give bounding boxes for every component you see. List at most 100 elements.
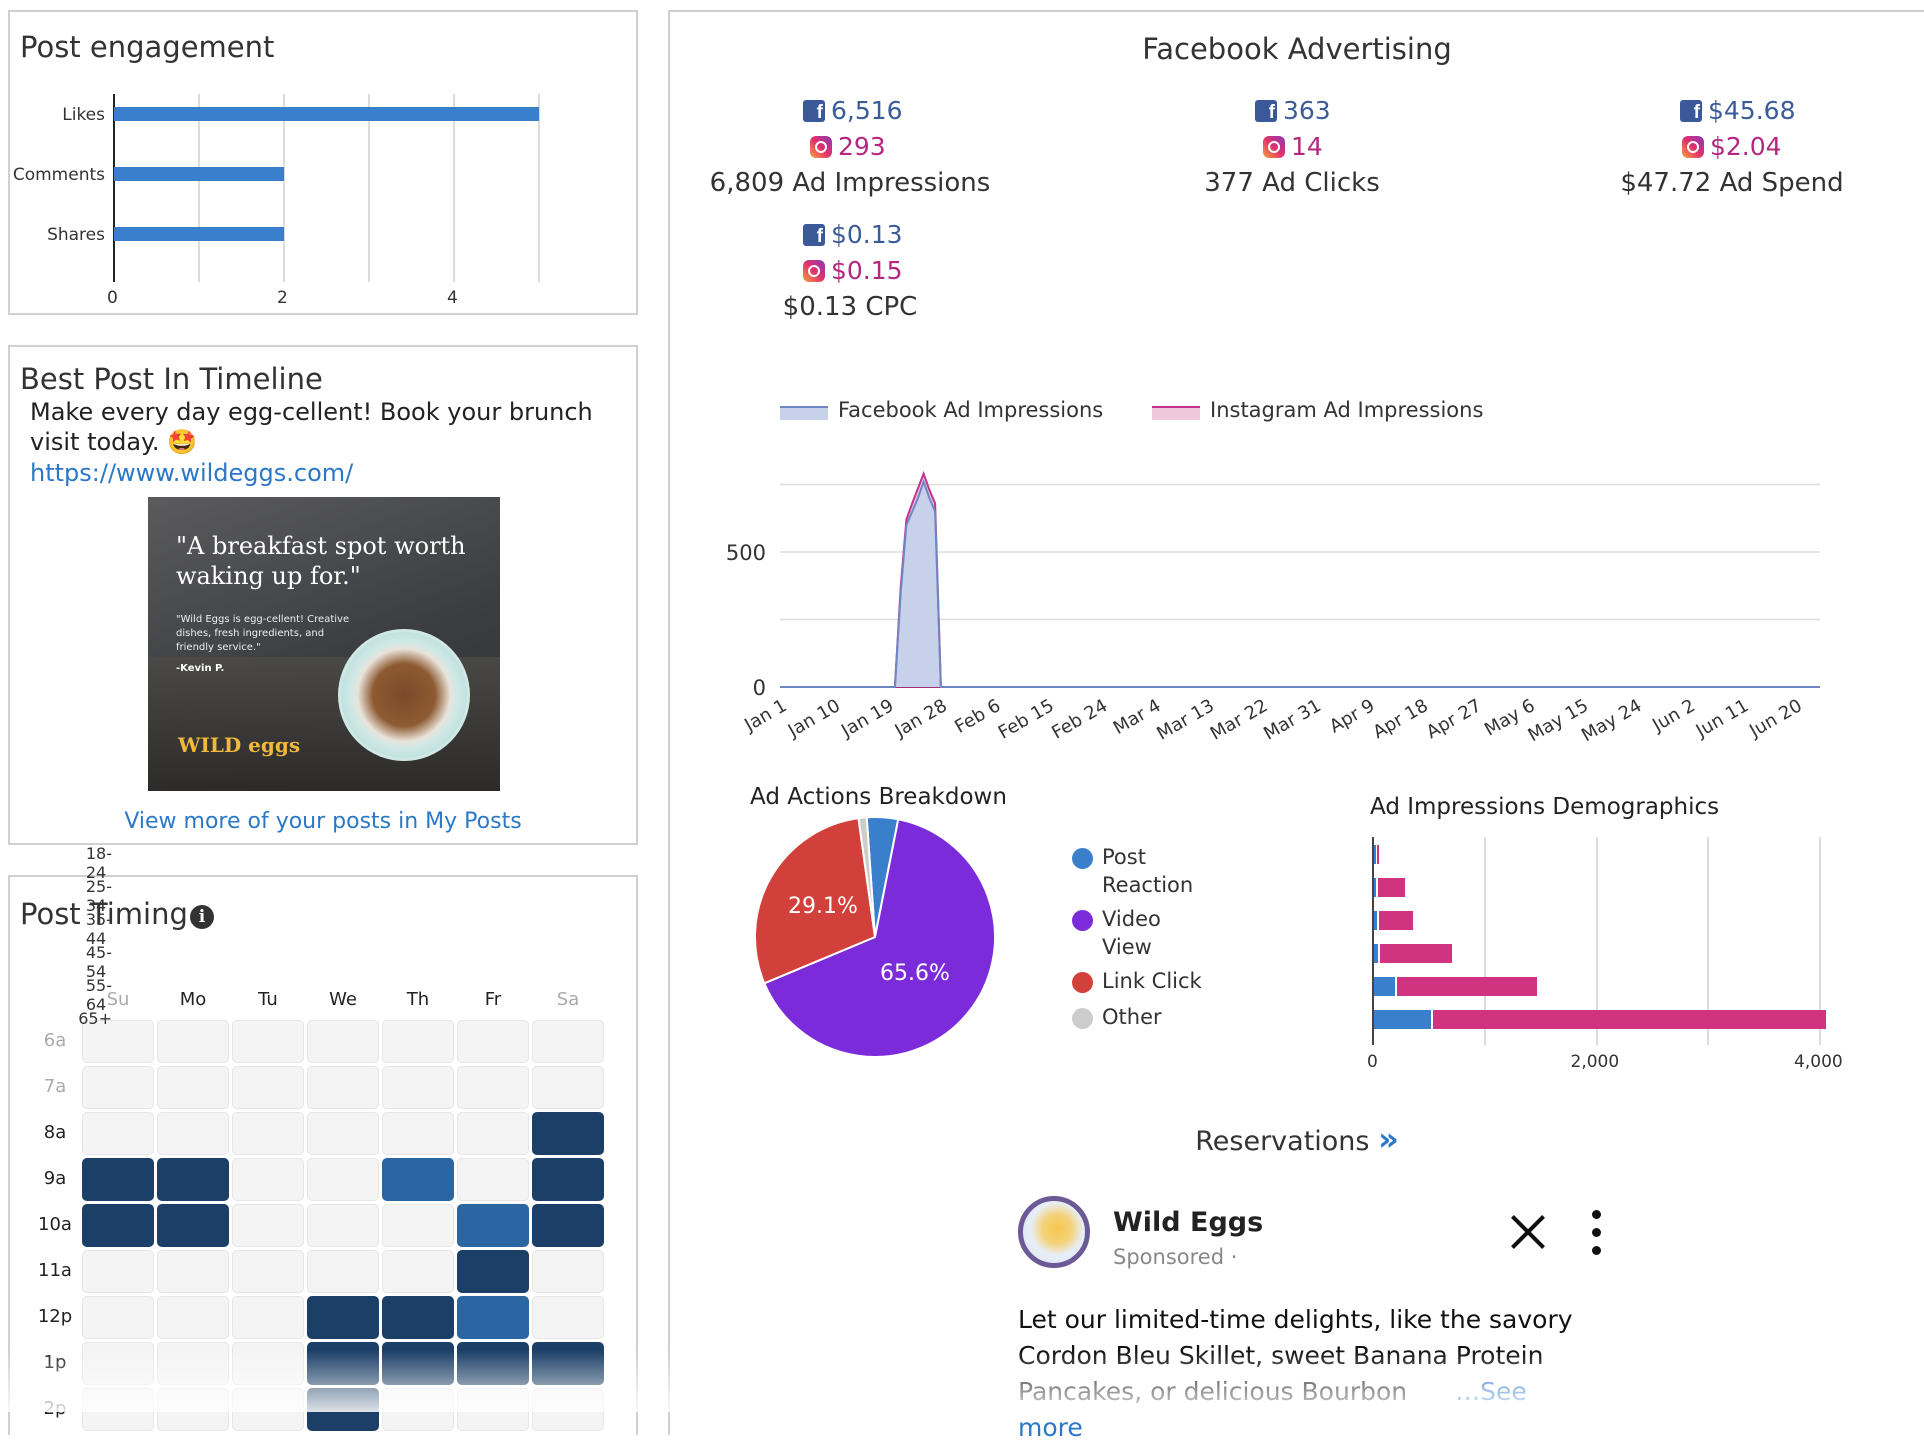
more-options-icon[interactable] (1590, 1210, 1602, 1256)
gridline (453, 94, 455, 282)
reservations-link[interactable]: Reservations » (670, 1120, 1924, 1158)
bar-shares (114, 227, 284, 241)
legend-label-facebook: Facebook Ad Impressions (838, 398, 1104, 422)
bar-label: Comments (12, 165, 105, 185)
hour-label: 8a (43, 1122, 67, 1143)
heatmap-cell (457, 1020, 529, 1063)
heatmap-cell (157, 1250, 229, 1293)
x-tick-label: 4 (447, 288, 458, 308)
facebook-icon: f (803, 99, 825, 123)
best-post-image[interactable]: "A breakfast spot worth waking up for." … (148, 497, 500, 791)
x-tick-label: Mar 31 (1260, 695, 1325, 744)
heatmap-cell (82, 1020, 154, 1063)
pie-data-label: 65.6% (880, 961, 950, 986)
more-options-dot (1592, 1246, 1601, 1255)
y-axis-line (113, 94, 115, 282)
heatmap-cell (157, 1204, 229, 1247)
x-tick-label: Apr 18 (1369, 695, 1431, 743)
heatmap-cell (532, 1158, 604, 1201)
hour-label: 11a (38, 1260, 72, 1281)
chevron-right-double-icon: » (1378, 1120, 1399, 1158)
legend-swatch-instagram (1152, 406, 1200, 420)
instagram-icon (810, 135, 832, 158)
demo-bar-segment (1378, 911, 1414, 930)
legend-label: Link Click (1102, 969, 1202, 993)
heatmap-cell (382, 1250, 454, 1293)
heatmap-cell (82, 1250, 154, 1293)
hour-label: 1p (43, 1352, 67, 1373)
heatmap-cell (82, 1158, 154, 1201)
facebook-advertising-panel: Facebook Advertising f 6,516 293 6,809 Ad… (78, 10, 1924, 1442)
demo-bar-segment (1380, 944, 1452, 963)
gridline (1595, 837, 1598, 1045)
metric-spend-total: $47.72 Ad Spend (1620, 168, 1844, 198)
bar-comments (114, 167, 284, 181)
best-post-link[interactable]: https://www.wildeggs.com/ (30, 459, 354, 487)
page-name[interactable]: Wild Eggs (1113, 1207, 1264, 1238)
facebook-advertising-title: Facebook Advertising (1142, 32, 1452, 66)
demo-age-label: 35-44 (85, 910, 112, 948)
metric-impressions-instagram: 293 (810, 132, 886, 161)
day-label: We (329, 989, 357, 1010)
gridline (198, 94, 200, 282)
best-post-title: Best Post In Timeline (20, 362, 323, 396)
x-tick-label: Jun 2 (1648, 695, 1699, 736)
best-post-text: Make every day egg-cellent! Book your br… (30, 398, 593, 456)
heatmap-cell (532, 1112, 604, 1155)
y-axis-line (1372, 837, 1374, 1045)
heatmap-cell (382, 1158, 454, 1201)
day-label: Sa (556, 989, 580, 1010)
heatmap-cell (157, 1296, 229, 1339)
x-tick-label: Apr 27 (1423, 695, 1485, 743)
legend-label-instagram: Instagram Ad Impressions (1210, 398, 1484, 422)
x-tick-label: Feb 15 (995, 695, 1058, 743)
bar-label: Shares (47, 225, 105, 245)
facebook-icon: f (1680, 99, 1702, 123)
metric-impressions-facebook: f 6,516 (803, 96, 903, 125)
heatmap-cell (157, 1342, 229, 1385)
y-tick-label: 500 (726, 541, 766, 565)
gridline (368, 94, 370, 282)
reservations-label: Reservations (1195, 1126, 1370, 1157)
heatmap-cell (307, 1158, 379, 1201)
demo-age-label: 45-54 (85, 943, 112, 981)
heatmap-cell (457, 1296, 529, 1339)
legend-label: Other (1102, 1005, 1162, 1029)
view-more-posts-link[interactable]: View more of your posts in My Posts (124, 809, 522, 834)
x-tick-label: 0 (1367, 1052, 1378, 1072)
heatmap-cell (532, 1342, 604, 1385)
heatmap-cell (382, 1066, 454, 1109)
info-icon[interactable]: i (190, 905, 214, 929)
heatmap-cell (382, 1342, 454, 1385)
demo-bar-segment (1374, 1010, 1431, 1029)
heatmap-cell (307, 1112, 379, 1155)
demo-bar-segment (1377, 845, 1380, 864)
legend-dot (1072, 972, 1093, 993)
instagram-icon (803, 259, 825, 282)
heatmap-cell (82, 1342, 154, 1385)
day-label: Su (106, 989, 130, 1010)
heatmap-cell (532, 1388, 604, 1431)
day-label: Fr (484, 989, 502, 1010)
heatmap-cell (232, 1158, 304, 1201)
post-engagement-panel: Post engagement Likes Comments Shares 0 2 4 (8, 10, 638, 315)
heatmap-cell (307, 1020, 379, 1063)
demo-bar-segment (1374, 977, 1396, 996)
demo-bar-segment (1433, 1010, 1827, 1029)
heatmap-cell (457, 1066, 529, 1109)
close-icon[interactable] (1508, 1212, 1548, 1252)
heatmap-cell (232, 1112, 304, 1155)
metric-clicks-facebook: f 363 (1255, 96, 1331, 125)
page-avatar[interactable] (1018, 1196, 1090, 1268)
heatmap-cell (382, 1388, 454, 1431)
x-tick-label: Jun 11 (1692, 695, 1753, 742)
x-tick-label: May 15 (1525, 695, 1593, 746)
heatmap-cell (82, 1296, 154, 1339)
facebook-line (780, 478, 1820, 688)
x-tick-label: Feb 24 (1048, 695, 1111, 743)
hour-label: 2p (43, 1398, 67, 1419)
instagram-icon (1263, 135, 1285, 158)
metric-cpc-instagram: $0.15 (803, 256, 903, 285)
x-tick-label: Jun 20 (1745, 695, 1806, 742)
